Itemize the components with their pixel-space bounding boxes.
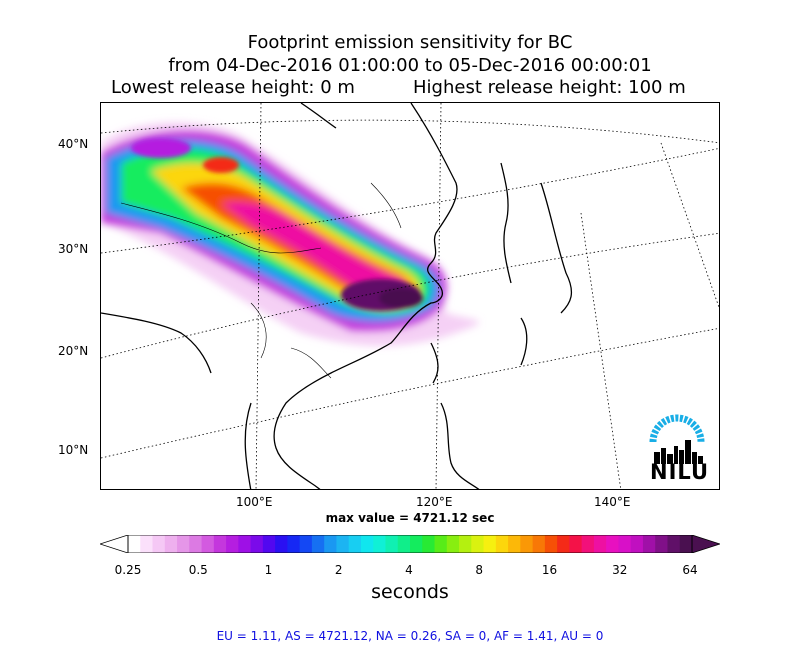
lowest-release-height: Lowest release height: 0 m [111,77,355,98]
colorbar-outline [127,535,693,553]
colorbar-label: seconds [371,581,449,603]
colorbar-cell [410,535,423,553]
colorbar-cell [189,535,203,553]
title-line-2: from 04-Dec-2016 01:00:00 to 05-Dec-2016… [168,55,652,76]
lon-label-120e: 120°E [416,495,453,509]
colorbar-left-arrow [100,535,129,553]
colorbar-cell [471,535,485,553]
colorbar-cell [483,535,497,553]
colorbar-cell [679,535,693,553]
lat-label-20n: 20°N [58,344,89,358]
colorbar-cell [397,535,411,553]
region-stats: EU = 1.11, AS = 4721.12, NA = 0.26, SA =… [216,629,604,643]
colorbar-cell [593,535,607,553]
colorbar-cell [152,535,166,553]
colorbar-cell [630,535,644,553]
coastlines [101,103,573,489]
colorbar-cell [128,535,141,553]
colorbar-cell [360,535,374,553]
colorbar-cell [459,535,472,553]
colorbar-cell [667,535,681,553]
colorbar-cell [164,535,178,553]
lon-label-100e: 100°E [236,495,273,509]
lat-label-10n: 10°N [58,443,89,457]
colorbar-cell [226,535,239,553]
lat-label-30n: 30°N [58,242,89,256]
colorbar-right-arrow [691,535,720,553]
footprint-map [101,103,719,489]
graticule [101,103,719,489]
colorbar-cell [275,535,288,553]
colorbar-tick-label: 1 [264,563,273,577]
map-frame [100,102,720,490]
colorbar-cell [373,535,386,553]
colorbar-tick-label: 64 [682,563,698,577]
colorbar-tick-label: 16 [541,563,558,577]
colorbar-cell [446,535,460,553]
colorbar-cell [324,535,337,553]
colorbar-tick-label: 32 [612,563,628,577]
colorbar-cell [140,535,154,553]
colorbar-tick-label: 0.5 [188,563,208,577]
colorbar-cell [508,535,521,553]
colorbar-tick-label: 8 [475,563,484,577]
colorbar-cells [128,535,693,553]
colorbar-cell [557,535,570,553]
nilu-logo: NILU [640,410,715,485]
logo-arc [649,414,705,443]
colorbar-tick-label: 4 [405,563,413,577]
colorbar-cell [422,535,436,553]
colorbar-tick-label: 2 [334,563,343,577]
footprint-plume [101,122,480,347]
lat-label-40n: 40°N [58,137,89,151]
colorbar-cell [495,535,509,553]
colorbar-cell [520,535,534,553]
max-value-label: max value = 4721.12 sec [325,511,495,525]
title-line-1: Footprint emission sensitivity for BC [247,32,573,53]
colorbar-cell [213,535,227,553]
colorbar-cell [299,535,313,553]
colorbar-tick-label: 0.25 [114,563,142,577]
colorbar-cell [348,535,362,553]
colorbar-cell [606,535,619,553]
colorbar-cell [238,535,252,553]
colorbar-cell [250,535,264,553]
lon-label-140e: 140°E [594,495,631,509]
colorbar-cell [385,535,399,553]
colorbar-cell [544,535,558,553]
colorbar-cell [336,535,350,553]
colorbar-cell [642,535,656,553]
colorbar [100,535,720,553]
colorbar-cell [311,535,325,553]
colorbar-cell [655,535,668,553]
colorbar-cell [434,535,448,553]
colorbar-cell [287,535,301,553]
colorbar-cell [262,535,276,553]
colorbar-cell [201,535,215,553]
logo-text: NILU [650,460,710,484]
colorbar-cell [569,535,583,553]
colorbar-cell [532,535,546,553]
colorbar-cell [618,535,632,553]
colorbar-cell [581,535,595,553]
logo-skyline [654,440,703,464]
highest-release-height: Highest release height: 100 m [413,77,686,98]
colorbar-cell [177,535,190,553]
footprint-plume-core [131,138,423,311]
country-borders [120,182,402,379]
